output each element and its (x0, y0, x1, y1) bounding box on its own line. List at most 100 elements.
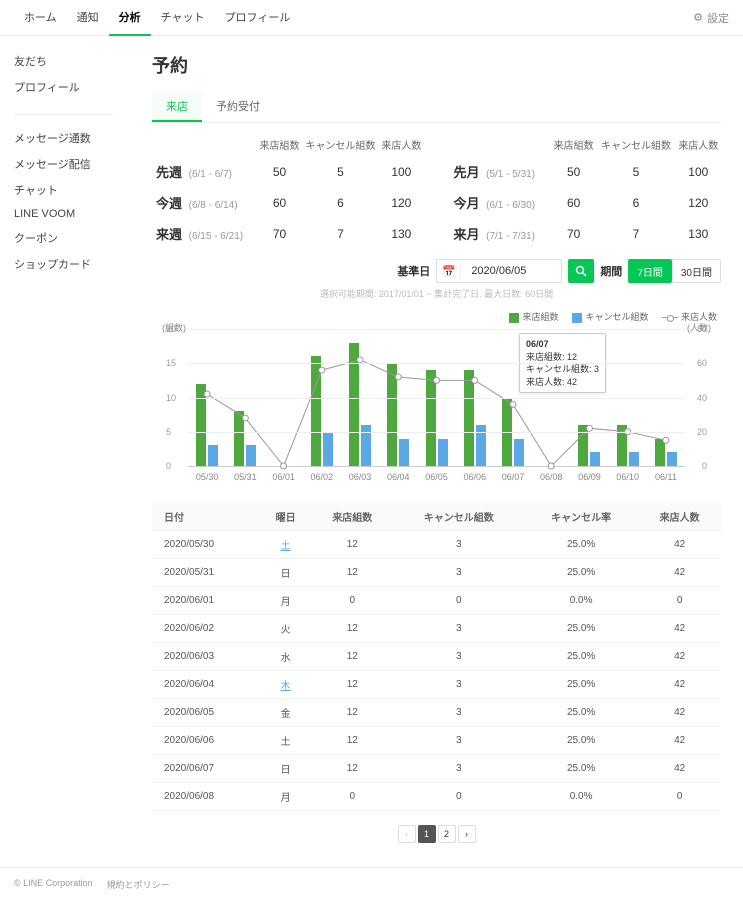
period-button-1[interactable]: 30日間 (672, 259, 721, 283)
topnav-item-2[interactable]: 分析 (109, 0, 151, 36)
date-value: 2020/06/05 (461, 265, 561, 277)
table-cell: 25.0% (524, 699, 638, 727)
table-cell: 3 (394, 671, 524, 699)
table-cell: 2020/06/03 (152, 643, 260, 671)
table-cell: 木 (260, 671, 311, 699)
table-cell: 0.0% (524, 783, 638, 811)
legend-item-2: キャンセル組数 (572, 310, 648, 323)
table-cell: 12 (311, 531, 394, 559)
table-cell: 0 (638, 783, 721, 811)
pager-page[interactable]: 2 (438, 825, 456, 843)
table-cell: 2020/06/04 (152, 671, 260, 699)
main-content: 予約 来店予約受付 来店組数キャンセル組数来店人数先週 (6/1 - 6/7)5… (130, 36, 743, 867)
sidebar-divider (14, 114, 113, 115)
calendar-icon: 📅 (437, 265, 461, 278)
ytick-right: 80 (697, 324, 707, 334)
summary-header: 来店組数 (551, 133, 596, 156)
table-cell: 0 (311, 783, 394, 811)
topnav-item-0[interactable]: ホーム (14, 0, 67, 36)
ytick-right: 60 (697, 358, 707, 368)
table-cell: 3 (394, 615, 524, 643)
summary-cell: 70 (257, 218, 301, 249)
table-cell: 12 (311, 559, 394, 587)
table-cell: 月 (260, 587, 311, 615)
data-table: 日付曜日来店組数キャンセル組数キャンセル率来店人数2020/05/30土1232… (152, 503, 721, 811)
table-cell: 25.0% (524, 531, 638, 559)
gear-icon: ⚙ (693, 11, 703, 24)
table-cell: 3 (394, 699, 524, 727)
table-cell: 2020/06/07 (152, 755, 260, 783)
tab-0[interactable]: 来店 (152, 92, 202, 122)
table-cell: 土 (260, 727, 311, 755)
table-cell: 0 (638, 587, 721, 615)
x-label: 06/04 (379, 472, 417, 482)
x-label: 05/31 (226, 472, 264, 482)
table-cell: 42 (638, 671, 721, 699)
summary-cell: 100 (379, 156, 423, 187)
summary-row-label: 先週 (6/1 - 6/7) (152, 156, 257, 187)
topnav-item-1[interactable]: 通知 (67, 0, 109, 36)
period-button-0[interactable]: 7日間 (628, 259, 672, 283)
table-cell: 42 (638, 755, 721, 783)
sidebar-item[interactable]: クーポン (14, 225, 130, 251)
summary-header: キャンセル組数 (596, 133, 675, 156)
x-label: 06/05 (417, 472, 455, 482)
topnav-item-3[interactable]: チャット (151, 0, 215, 36)
table-cell: 2020/06/08 (152, 783, 260, 811)
summary-row-label: 来週 (6/15 - 6/21) (152, 218, 257, 249)
summary-row-label: 先月 (5/1 - 5/31) (450, 156, 551, 187)
date-hint: 選択可能期間: 2017/01/01 ~ 集計完了日. 最大日数: 60日間 (152, 287, 721, 300)
table-cell: 25.0% (524, 671, 638, 699)
filter-controls: 基準日 📅 2020/06/05 期間 7日間30日間 (152, 259, 721, 283)
ytick-left: 0 (166, 461, 171, 471)
ytick-left: 10 (166, 393, 176, 403)
pager-prev[interactable]: ‹ (398, 825, 416, 843)
pager-next[interactable]: › (458, 825, 476, 843)
topnav-item-4[interactable]: プロフィール (215, 0, 301, 36)
table-cell: 月 (260, 783, 311, 811)
chart: (組数) (人数) 05/3005/3106/0106/0206/0306/04… (152, 325, 721, 485)
summary-cell: 60 (257, 187, 301, 218)
table-header: 来店組数 (311, 503, 394, 531)
table-cell: 日 (260, 559, 311, 587)
legend-item-1: 来店組数 (509, 310, 558, 323)
table-row: 2020/05/30土12325.0%42 (152, 531, 721, 559)
table-cell: 金 (260, 699, 311, 727)
table-cell: 2020/06/02 (152, 615, 260, 643)
pagination: ‹12› (152, 819, 721, 857)
summary-cell: 120 (379, 187, 423, 218)
period-label: 期間 (600, 263, 622, 279)
table-cell: 3 (394, 727, 524, 755)
sidebar-item[interactable]: プロフィール (14, 74, 130, 100)
table-cell: 0 (394, 783, 524, 811)
summary-cell: 6 (302, 187, 380, 218)
table-cell: 2020/06/01 (152, 587, 260, 615)
sidebar-item[interactable]: ショップカード (14, 251, 130, 277)
table-cell: 12 (311, 615, 394, 643)
sidebar-item[interactable]: 友だち (14, 48, 130, 74)
table-cell: 3 (394, 755, 524, 783)
summary-cell: 7 (302, 218, 380, 249)
policy-link[interactable]: 規約とポリシー (107, 878, 170, 891)
summary-header: キャンセル組数 (302, 133, 380, 156)
date-input[interactable]: 📅 2020/06/05 (436, 259, 562, 283)
table-cell: 12 (311, 699, 394, 727)
table-header: 来店人数 (638, 503, 721, 531)
summary-header: 来店組数 (257, 133, 301, 156)
tab-1[interactable]: 予約受付 (202, 92, 274, 122)
table-row: 2020/06/04木12325.0%42 (152, 671, 721, 699)
sidebar-item[interactable]: LINE VOOM (14, 203, 130, 225)
table-cell: 0 (311, 587, 394, 615)
table-cell: 2020/05/30 (152, 531, 260, 559)
settings-link[interactable]: ⚙ 設定 (693, 10, 729, 26)
sidebar-item[interactable]: メッセージ配信 (14, 151, 130, 177)
pager-page[interactable]: 1 (418, 825, 436, 843)
table-cell: 12 (311, 727, 394, 755)
search-button[interactable] (568, 259, 594, 283)
table-row: 2020/06/02火12325.0%42 (152, 615, 721, 643)
sidebar-item[interactable]: チャット (14, 177, 130, 203)
table-row: 2020/06/05金12325.0%42 (152, 699, 721, 727)
table-cell: 2020/06/05 (152, 699, 260, 727)
sidebar-item[interactable]: メッセージ通数 (14, 125, 130, 151)
table-row: 2020/05/31日12325.0%42 (152, 559, 721, 587)
